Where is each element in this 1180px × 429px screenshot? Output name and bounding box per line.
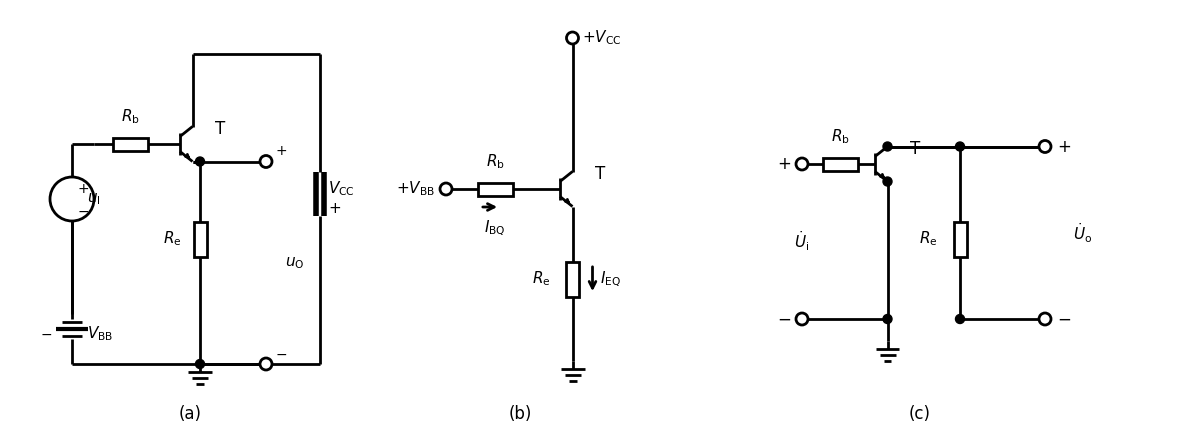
Text: $R_{\rm e}$: $R_{\rm e}$ [919,230,938,248]
Text: $-$: $-$ [1057,310,1071,328]
Circle shape [566,32,578,44]
Text: $+V_{\rm CC}$: $+V_{\rm CC}$ [583,29,622,47]
Circle shape [440,183,452,195]
Text: $+$: $+$ [776,155,791,173]
Bar [478,182,512,196]
Text: $+$: $+$ [328,202,341,217]
Text: $\dot{U}_{\rm i}$: $\dot{U}_{\rm i}$ [794,230,809,253]
Circle shape [1040,313,1051,325]
Circle shape [196,157,204,166]
Text: $R_{\rm e}$: $R_{\rm e}$ [532,270,551,288]
Bar [566,262,579,296]
Text: $V_{\rm CC}$: $V_{\rm CC}$ [328,180,355,198]
Bar [953,221,966,257]
Text: $V_{\rm BB}$: $V_{\rm BB}$ [87,325,113,343]
Circle shape [196,360,204,369]
Text: $u_{\rm I}$: $u_{\rm I}$ [87,191,100,207]
Text: $+$: $+$ [1057,138,1071,155]
Text: $R_{\rm e}$: $R_{\rm e}$ [163,230,182,248]
Text: $+$: $+$ [77,182,90,196]
Bar [194,221,206,257]
Circle shape [883,177,892,186]
Circle shape [956,314,964,323]
Circle shape [796,313,808,325]
Text: $-$: $-$ [275,347,287,361]
Text: $-$: $-$ [77,204,90,218]
Circle shape [883,142,892,151]
Bar [822,157,858,170]
Circle shape [883,314,892,323]
Text: $R_{\rm b}$: $R_{\rm b}$ [486,152,504,171]
Text: $u_{\rm O}$: $u_{\rm O}$ [286,255,304,271]
Text: $I_{\rm EQ}$: $I_{\rm EQ}$ [601,269,622,289]
Text: T: T [215,120,225,138]
Circle shape [796,158,808,170]
Circle shape [956,142,964,151]
Circle shape [1040,141,1051,152]
Text: $R_{\rm b}$: $R_{\rm b}$ [120,107,139,126]
Circle shape [260,358,273,370]
Text: (c): (c) [909,405,931,423]
Text: T: T [910,140,920,158]
Text: $\dot{U}_{\rm o}$: $\dot{U}_{\rm o}$ [1073,221,1093,245]
Text: $R_{\rm b}$: $R_{\rm b}$ [831,127,850,146]
Text: $I_{\rm BQ}$: $I_{\rm BQ}$ [484,219,506,238]
Text: T: T [595,165,605,183]
Text: $-$: $-$ [776,310,791,328]
Text: $+V_{\rm BB}$: $+V_{\rm BB}$ [396,180,435,198]
Text: (b): (b) [509,405,532,423]
Circle shape [260,155,273,167]
Text: $-$: $-$ [40,327,52,341]
Text: $+$: $+$ [275,145,287,158]
Bar [112,138,148,151]
Text: (a): (a) [178,405,202,423]
